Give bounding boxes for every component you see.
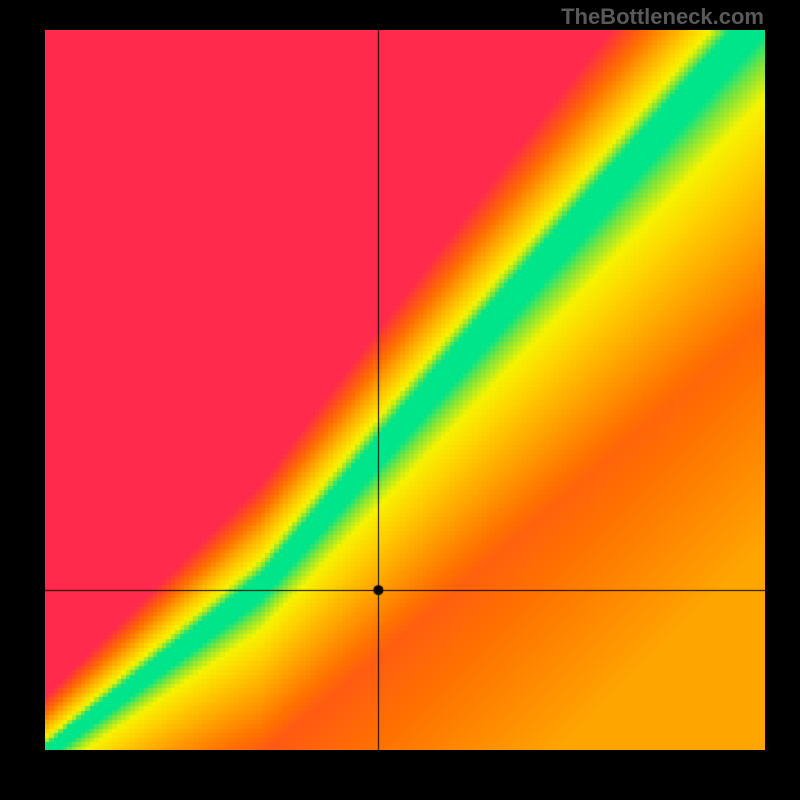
chart-container: TheBottleneck.com xyxy=(0,0,800,800)
watermark-text: TheBottleneck.com xyxy=(561,4,764,30)
bottleneck-heatmap-canvas xyxy=(45,30,765,750)
